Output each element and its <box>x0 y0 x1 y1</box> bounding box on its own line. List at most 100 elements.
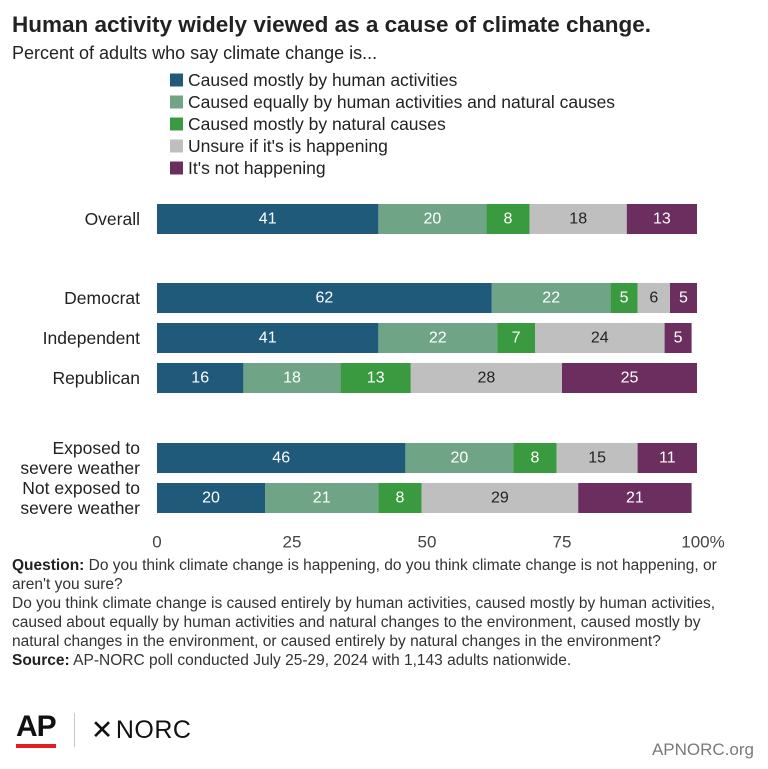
chart-rows: Overall 41 20 8 18 13 Democrat 62 22 5 6 5 Independe… <box>20 204 697 518</box>
bar-segment-1-3 <box>637 283 670 313</box>
data-label-3-3: 28 <box>478 370 496 387</box>
bar-segment-2-1 <box>378 323 498 353</box>
legend-swatch-2 <box>170 117 183 131</box>
data-label-2-4: 5 <box>674 330 683 347</box>
bar-segment-0-3 <box>529 204 627 234</box>
data-label-4-4: 11 <box>659 450 676 467</box>
category-label-1: Democrat <box>64 288 140 308</box>
source-label: Source: <box>12 652 70 669</box>
legend-swatch-4 <box>170 161 183 175</box>
legend-swatch-1 <box>170 95 183 109</box>
bar-segment-2-3 <box>535 323 665 353</box>
legend-swatch-3 <box>170 139 183 153</box>
question-text: Do you think climate change is happening… <box>12 557 717 593</box>
x-axis: 0 25 50 75 100% <box>152 533 724 552</box>
bar-segment-3-4 <box>562 363 697 393</box>
legend-label-2: Caused mostly by natural causes <box>188 114 446 134</box>
category-label-5: Not exposed to severe weather <box>20 478 140 518</box>
data-label-2-0: 41 <box>259 330 277 347</box>
bar-segment-0-0 <box>157 204 379 234</box>
bar-segment-0-2 <box>486 204 530 234</box>
bar-segment-1-2 <box>610 283 638 313</box>
chart-notes: Question: Do you think climate change is… <box>12 556 752 670</box>
legend-label-1: Caused equally by human activities and n… <box>188 92 615 112</box>
stacked-bar-chart: Caused mostly by human activitiesCaused … <box>20 70 724 552</box>
data-label-4-3: 15 <box>588 450 606 467</box>
data-label-5-4: 21 <box>626 490 644 507</box>
question-note-2: Do you think climate change is caused en… <box>12 595 716 650</box>
category-label-4: Exposed to severe weather <box>20 438 140 478</box>
bar-segment-1-1 <box>491 283 611 313</box>
x-tick-label-1: 25 <box>283 533 302 552</box>
legend-label-3: Unsure if it's is happening <box>188 136 388 156</box>
source-note: Source: AP-NORC poll conducted July 25-2… <box>12 651 752 670</box>
bar-segment-1-4 <box>670 283 697 313</box>
data-label-1-3: 6 <box>649 290 658 307</box>
bar-segment-4-0 <box>157 443 406 473</box>
data-label-5-2: 8 <box>396 490 405 507</box>
chart-title: Human activity widely viewed as a cause … <box>12 12 652 37</box>
data-label-3-2: 13 <box>367 370 385 387</box>
norc-logo: ✕ NORC <box>91 715 192 746</box>
data-label-3-4: 25 <box>621 370 639 387</box>
bar-segment-2-4 <box>664 323 692 353</box>
ap-logo: AP <box>16 712 57 748</box>
data-label-2-1: 22 <box>429 330 447 347</box>
data-label-4-1: 20 <box>451 450 469 467</box>
bar-segment-5-4 <box>578 483 692 513</box>
question-label: Question: <box>12 557 85 574</box>
norc-star-icon: ✕ <box>90 714 114 745</box>
bar-segment-4-4 <box>637 443 697 473</box>
data-label-4-0: 46 <box>272 450 290 467</box>
data-label-3-1: 18 <box>283 370 301 387</box>
bar-segment-3-3 <box>410 363 562 393</box>
bar-segment-3-0 <box>157 363 244 393</box>
x-tick-label-0: 0 <box>152 533 161 552</box>
data-label-1-2: 5 <box>620 290 629 307</box>
bar-segment-0-1 <box>378 204 487 234</box>
site-url: APNORC.org <box>651 740 754 759</box>
bar-segment-3-2 <box>340 363 411 393</box>
x-tick-label-3: 75 <box>553 533 572 552</box>
bar-segment-1-0 <box>157 283 492 313</box>
question-note: Question: Do you think climate change is… <box>12 556 752 594</box>
category-label-2: Independent <box>43 328 140 348</box>
bar-segment-5-1 <box>265 483 379 513</box>
branding: AP ✕ NORC <box>16 708 191 752</box>
bar-segment-5-0 <box>157 483 265 513</box>
bar-segment-4-3 <box>556 443 638 473</box>
data-label-3-0: 16 <box>191 370 209 387</box>
data-label-1-1: 22 <box>542 290 560 307</box>
legend-label-4: It's not happening <box>188 158 326 178</box>
x-tick-label-2: 50 <box>418 533 437 552</box>
x-tick-label-4: 100% <box>681 533 724 552</box>
data-label-4-2: 8 <box>531 450 540 467</box>
data-label-0-1: 20 <box>424 211 442 228</box>
bar-segment-4-2 <box>513 443 557 473</box>
data-label-0-2: 8 <box>504 211 513 228</box>
category-label-3: Republican <box>52 368 140 388</box>
chart-subtitle: Percent of adults who say climate change… <box>12 43 378 63</box>
data-label-5-3: 29 <box>491 490 509 507</box>
data-label-1-0: 62 <box>316 290 334 307</box>
bar-segment-4-1 <box>405 443 514 473</box>
data-label-5-0: 20 <box>202 490 220 507</box>
data-label-2-3: 24 <box>591 330 609 347</box>
legend-swatch-0 <box>170 73 183 87</box>
legend-label-0: Caused mostly by human activities <box>188 70 458 90</box>
bar-segment-5-3 <box>421 483 579 513</box>
data-label-0-4: 13 <box>653 211 671 228</box>
bar-segment-0-4 <box>626 204 697 234</box>
source-text: AP-NORC poll conducted July 25-29, 2024 … <box>69 652 572 669</box>
chart-legend: Caused mostly by human activitiesCaused … <box>170 70 615 178</box>
brand-divider <box>73 713 75 747</box>
bar-segment-2-2 <box>497 323 535 353</box>
data-label-0-3: 18 <box>569 211 587 228</box>
bar-segment-3-1 <box>243 363 341 393</box>
bar-segment-5-2 <box>378 483 422 513</box>
data-label-0-0: 41 <box>259 211 277 228</box>
data-label-5-1: 21 <box>313 490 331 507</box>
data-label-2-2: 7 <box>512 330 521 347</box>
bar-segment-2-0 <box>157 323 379 353</box>
category-label-0: Overall <box>85 209 140 229</box>
